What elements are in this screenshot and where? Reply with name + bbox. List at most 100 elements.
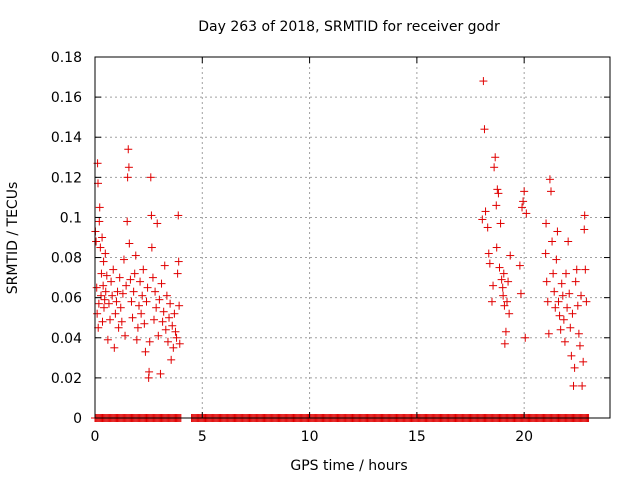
data-point <box>101 287 110 296</box>
data-point <box>98 317 107 326</box>
data-point <box>150 315 159 324</box>
data-point <box>172 333 181 342</box>
data-point <box>560 337 569 346</box>
data-point <box>133 323 142 332</box>
data-point <box>575 341 584 350</box>
data-point <box>122 281 131 290</box>
data-point <box>519 197 528 206</box>
data-point <box>99 281 108 290</box>
data-point <box>550 287 559 296</box>
data-point <box>492 243 501 252</box>
data-point <box>521 333 530 342</box>
x-tick-label: 10 <box>301 429 319 445</box>
data-point <box>499 269 508 278</box>
data-point <box>102 271 111 280</box>
data-point <box>132 335 141 344</box>
data-point <box>569 381 578 390</box>
data-point <box>140 319 149 328</box>
data-point <box>128 313 137 322</box>
data-point <box>143 283 152 292</box>
data-point <box>496 219 505 228</box>
data-point <box>549 269 558 278</box>
x-axis-label: GPS time / hours <box>290 458 407 474</box>
data-point <box>92 283 101 292</box>
y-tick-label: 0.06 <box>51 291 82 307</box>
y-tick-label: 0.12 <box>51 170 82 186</box>
y-tick-label: 0.04 <box>51 331 82 347</box>
data-point <box>478 215 487 224</box>
y-tick-label: 0.16 <box>51 90 82 106</box>
data-point <box>479 77 488 86</box>
data-point <box>160 261 169 270</box>
data-point <box>107 277 116 286</box>
data-point <box>566 323 575 332</box>
data-point <box>570 363 579 372</box>
data-point <box>138 291 147 300</box>
data-point <box>568 309 577 318</box>
data-point <box>573 301 582 310</box>
data-point <box>174 257 183 266</box>
data-point <box>124 145 133 154</box>
data-point <box>500 301 509 310</box>
data-point <box>106 315 115 324</box>
data-point <box>559 315 568 324</box>
data-point <box>555 311 564 320</box>
data-point <box>490 163 499 172</box>
data-point <box>500 339 509 348</box>
data-point <box>571 277 580 286</box>
data-point <box>134 301 143 310</box>
data-point <box>581 265 590 274</box>
y-axis-label: SRMTID / TECUs <box>5 182 21 295</box>
data-point <box>159 307 168 316</box>
data-point <box>113 287 122 296</box>
data-point <box>153 219 162 228</box>
data-point <box>504 277 513 286</box>
data-point <box>166 299 175 308</box>
data-point <box>95 217 104 226</box>
data-point <box>543 297 552 306</box>
data-point <box>118 289 127 298</box>
data-point <box>110 343 119 352</box>
y-tick-label: 0.18 <box>51 50 82 66</box>
data-point <box>494 189 503 198</box>
data-point <box>489 281 498 290</box>
data-point <box>541 249 550 258</box>
data-point <box>520 187 529 196</box>
data-point <box>572 265 581 274</box>
data-point <box>582 297 591 306</box>
y-tick-label: 0.14 <box>51 130 82 146</box>
data-point <box>173 269 182 278</box>
data-point <box>115 273 124 282</box>
data-point <box>116 303 125 312</box>
data-point <box>111 309 120 318</box>
data-point <box>580 211 589 220</box>
data-point <box>544 329 553 338</box>
data-point <box>125 239 134 248</box>
data-point <box>123 217 132 226</box>
data-point <box>168 321 177 330</box>
data-point <box>546 187 555 196</box>
data-point <box>145 367 154 376</box>
data-point <box>491 153 500 162</box>
data-point <box>114 323 123 332</box>
data-point <box>97 269 106 278</box>
data-point <box>522 209 531 218</box>
x-tick-label: 5 <box>198 429 207 445</box>
data-point <box>94 299 103 308</box>
data-point <box>170 309 179 318</box>
data-point <box>108 291 117 300</box>
data-point <box>577 291 586 300</box>
tick-labels: 0 0.02 0.04 0.06 0.08 0.1 0.12 0.14 0.16 0.18 0 5 10… <box>51 50 533 445</box>
data-point <box>542 277 551 286</box>
data-point <box>109 265 118 274</box>
data-point <box>158 317 167 326</box>
data-point <box>175 301 184 310</box>
data-point <box>167 355 176 364</box>
y-tick-label: 0.1 <box>60 210 82 226</box>
data-point <box>95 203 104 212</box>
data-point <box>130 269 139 278</box>
y-tick-label: 0.08 <box>51 251 82 267</box>
data-point <box>123 173 132 182</box>
